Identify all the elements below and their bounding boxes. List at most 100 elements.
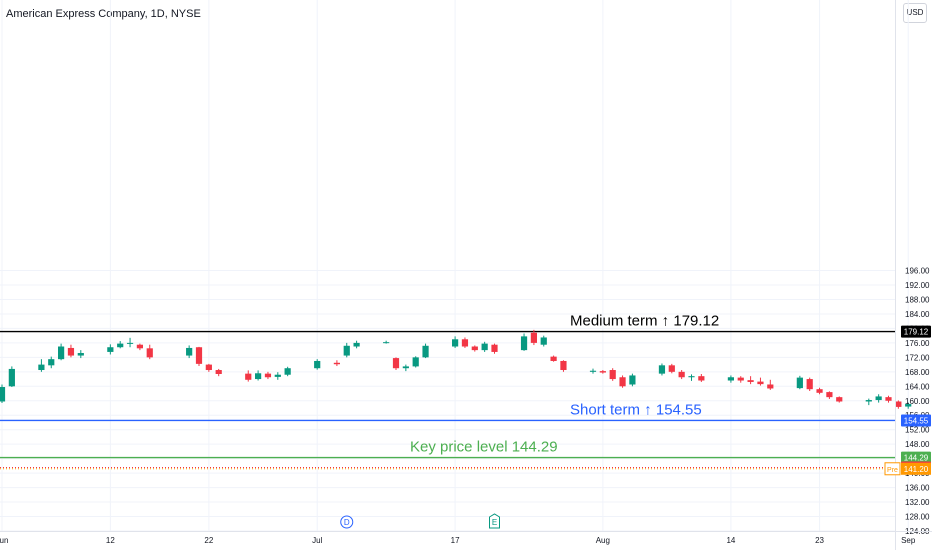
x-tick-label: Aug [596, 536, 610, 545]
y-tick-label: 192.00 [905, 281, 930, 290]
candle[interactable] [658, 363, 666, 376]
candle[interactable] [806, 377, 813, 392]
candle[interactable] [885, 395, 892, 403]
candle-body [38, 364, 45, 371]
candle[interactable] [8, 366, 15, 388]
medium-term-line-label: Medium term ↑ 179.12 [570, 313, 719, 330]
candle[interactable] [245, 370, 252, 382]
candle[interactable] [905, 402, 912, 409]
level-labels: Medium term ↑ 179.12 Short term ↑ 154.55 K… [410, 313, 719, 456]
candle[interactable] [747, 376, 754, 385]
candle-body [530, 332, 537, 343]
candle-body [737, 377, 744, 381]
candle-body [205, 364, 212, 371]
candle[interactable] [107, 344, 114, 355]
candle-body [333, 362, 340, 365]
candle-body [668, 365, 675, 372]
candle[interactable] [136, 343, 143, 351]
candle[interactable] [146, 344, 153, 360]
candle[interactable] [402, 364, 409, 372]
candle[interactable] [126, 337, 134, 348]
candle[interactable] [215, 368, 222, 377]
candle[interactable] [540, 335, 547, 347]
candle-body [895, 401, 902, 407]
x-tick-label: Jul [312, 536, 322, 545]
candle[interactable] [481, 341, 488, 352]
candle[interactable] [589, 368, 597, 374]
candle[interactable] [264, 371, 272, 380]
y-tick-label: 188.00 [905, 295, 930, 304]
candle[interactable] [698, 374, 705, 382]
candle[interactable] [274, 372, 281, 380]
candle-body [461, 339, 469, 347]
candle[interactable] [38, 359, 45, 372]
candle[interactable] [875, 394, 882, 403]
candle[interactable] [796, 375, 803, 390]
candle[interactable] [727, 375, 734, 383]
candle-body [452, 339, 459, 347]
candle[interactable] [412, 356, 419, 368]
candle[interactable] [186, 345, 193, 359]
candle[interactable] [520, 333, 528, 351]
candle[interactable] [58, 343, 65, 361]
candle[interactable] [688, 374, 695, 381]
dividend-icon[interactable]: D [340, 515, 354, 529]
candle-body [353, 342, 360, 347]
candle[interactable] [195, 346, 203, 367]
candle[interactable] [550, 355, 557, 362]
candle[interactable] [471, 345, 478, 352]
candle[interactable] [599, 370, 606, 374]
candle[interactable] [205, 363, 212, 372]
candle[interactable] [678, 370, 685, 380]
candle[interactable] [392, 357, 400, 371]
candle-body [195, 347, 203, 364]
candle[interactable] [117, 341, 124, 349]
candle[interactable] [353, 340, 360, 349]
candle[interactable] [629, 373, 636, 387]
candle[interactable] [314, 359, 321, 370]
candle[interactable] [767, 379, 774, 390]
candle[interactable] [530, 329, 537, 346]
candle[interactable] [77, 350, 84, 359]
candle[interactable] [816, 387, 823, 395]
y-tick-label: 148.00 [905, 440, 930, 449]
candle[interactable] [865, 398, 872, 406]
candle-body [264, 373, 272, 378]
candle[interactable] [668, 363, 675, 374]
pre-market-badge: Pre 141.20 [884, 462, 931, 476]
y-tick-label: 152.00 [905, 426, 930, 435]
candle[interactable] [737, 376, 744, 383]
candle-body [589, 370, 597, 372]
candle-body [343, 345, 350, 356]
candle-body [727, 377, 734, 381]
earnings-icon[interactable]: E [489, 513, 500, 529]
svg-text:E: E [492, 518, 497, 527]
candle[interactable] [757, 377, 764, 386]
candle-body [314, 360, 321, 369]
price-levels [0, 330, 895, 470]
candle[interactable] [826, 391, 833, 399]
candle[interactable] [609, 368, 616, 381]
candle[interactable] [422, 343, 429, 359]
candle[interactable] [48, 356, 55, 369]
candle[interactable] [461, 337, 469, 348]
candle[interactable] [452, 336, 459, 348]
candle[interactable] [895, 400, 902, 409]
candle-body [0, 387, 6, 402]
candle[interactable] [333, 360, 340, 367]
candle[interactable] [284, 366, 291, 377]
candle[interactable] [836, 396, 843, 403]
candle[interactable] [560, 360, 567, 372]
candle[interactable] [343, 342, 350, 358]
candle[interactable] [619, 375, 626, 388]
candle[interactable] [383, 340, 390, 344]
currency-button[interactable]: USD [903, 3, 927, 23]
x-tick-label: 22 [204, 536, 213, 545]
candle[interactable] [491, 343, 498, 354]
candle[interactable] [255, 370, 262, 381]
candle[interactable] [0, 384, 6, 403]
candle-body [836, 397, 843, 402]
candle[interactable] [67, 344, 75, 358]
